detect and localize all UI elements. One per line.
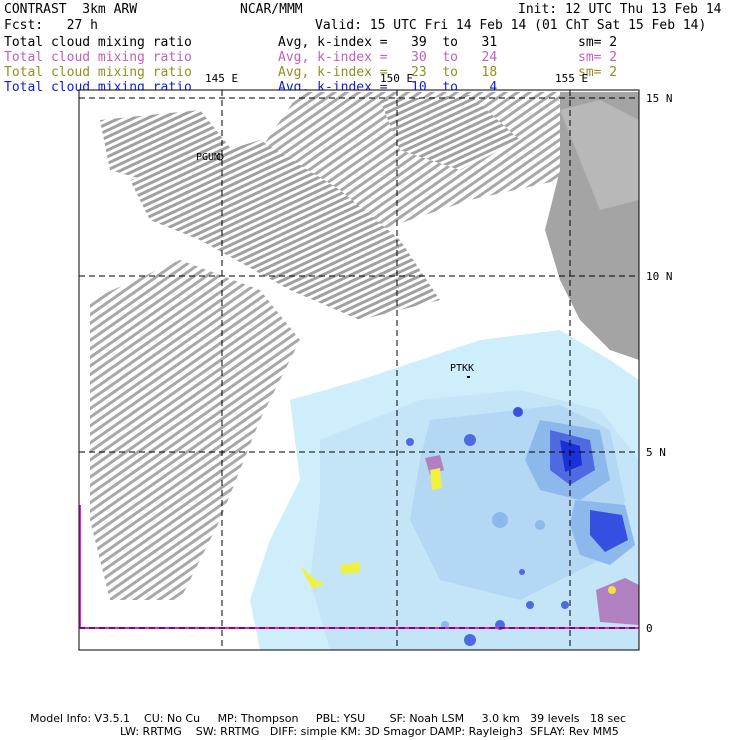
lon-label-145: 145 E bbox=[205, 72, 239, 85]
lat-label-15n: 15 N bbox=[646, 92, 673, 105]
map-frame bbox=[78, 89, 640, 651]
field-avg-3: Avg, k-index = 23 to 18 bbox=[278, 65, 498, 80]
lon-label-150: 150 E bbox=[380, 72, 414, 85]
init-time: Init: 12 UTC Thu 13 Feb 14 bbox=[518, 2, 722, 17]
cloud-field-gray bbox=[90, 92, 639, 600]
model-info-line1: Model Info: V3.5.1 CU: No Cu MP: Thompso… bbox=[30, 712, 627, 725]
field-sm-2: sm= 2 bbox=[578, 50, 618, 65]
lon-label-155: 155 E bbox=[555, 72, 589, 85]
station-label-pgum: PGUM bbox=[196, 152, 221, 163]
station-label-ptkk: PTKK bbox=[450, 363, 475, 374]
field-sm-3: sm= 2 bbox=[578, 65, 618, 80]
field-label-3: Total cloud mixing ratio bbox=[4, 65, 192, 80]
cloud-field-yellow bbox=[300, 468, 616, 594]
field-avg-2: Avg, k-index = 30 to 24 bbox=[278, 50, 498, 65]
organization: NCAR/MMM bbox=[240, 2, 303, 17]
lat-lon-grid bbox=[79, 90, 639, 650]
forecast-hour: Fcst: 27 h bbox=[4, 18, 98, 33]
model-info-line2: LW: RRTMG SW: RRTMG DIFF: simple KM: 3D … bbox=[120, 725, 619, 738]
field-sm-1: sm= 2 bbox=[578, 35, 618, 50]
field-label-1: Total cloud mixing ratio bbox=[4, 35, 192, 50]
station-marker-pgum bbox=[216, 153, 224, 161]
field-avg-1: Avg, k-index = 39 to 31 bbox=[278, 35, 498, 50]
station-marker-ptkk bbox=[467, 376, 470, 378]
product-title: CONTRAST 3km ARW bbox=[4, 2, 138, 17]
lat-label-5n: 5 N bbox=[646, 446, 666, 459]
lat-label-10n: 10 N bbox=[646, 270, 673, 283]
valid-time: Valid: 15 UTC Fri 14 Feb 14 (01 ChT Sat … bbox=[315, 18, 707, 33]
field-label-2: Total cloud mixing ratio bbox=[4, 50, 192, 65]
lat-label-0: 0 bbox=[646, 622, 653, 635]
